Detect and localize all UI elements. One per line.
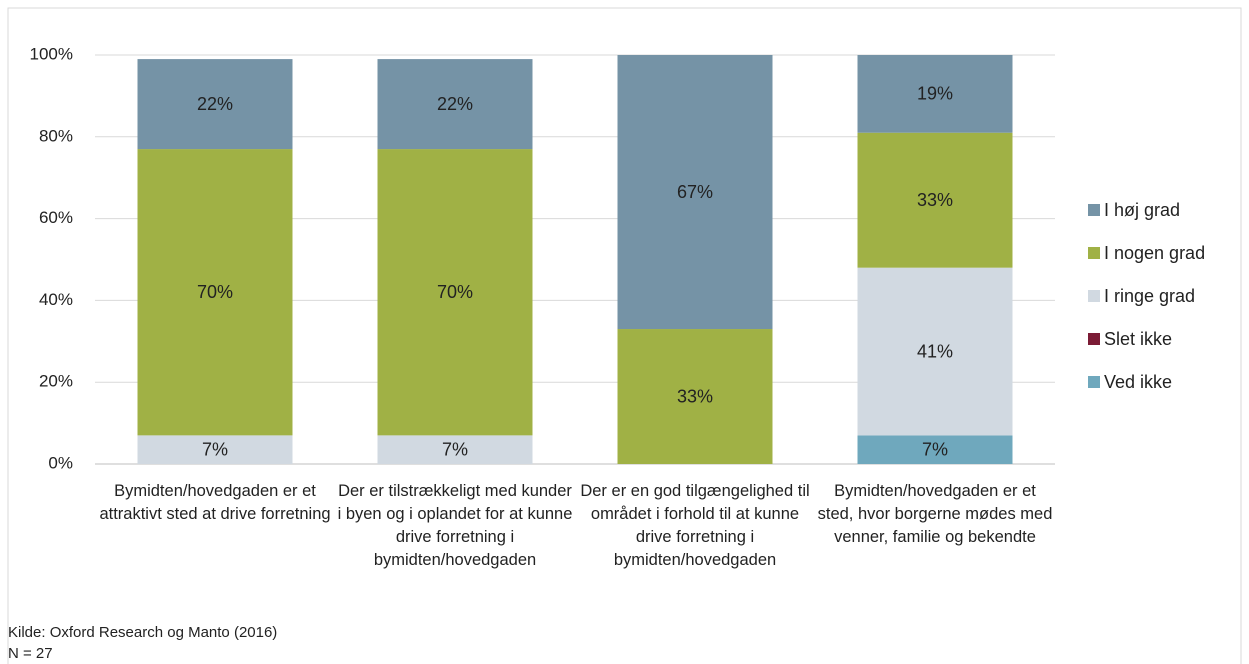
chart-frame xyxy=(7,7,1242,664)
legend-label: I nogen grad xyxy=(1104,243,1205,263)
legend-label: Ved ikke xyxy=(1104,372,1172,392)
legend-swatch xyxy=(1088,247,1100,259)
note: N = 27 xyxy=(8,645,53,662)
data-label: 7% xyxy=(442,439,468,459)
legend-label: Slet ikke xyxy=(1104,329,1172,349)
bar-segment xyxy=(617,329,773,464)
data-label: 33% xyxy=(917,190,953,210)
source: Kilde: Oxford Research og Manto (2016) xyxy=(8,624,278,641)
y-tick-label: 20% xyxy=(39,372,73,391)
data-label: 33% xyxy=(677,386,713,406)
x-tick-label: Der er tilstrækkeligt med kunder i byen … xyxy=(337,482,573,569)
y-tick-label: 100% xyxy=(30,44,73,63)
legend-swatch xyxy=(1088,204,1100,216)
bar-segment xyxy=(857,132,1013,268)
bar-segment xyxy=(377,149,533,436)
data-label: 67% xyxy=(677,182,713,202)
bar-segment xyxy=(377,59,533,150)
data-label: 70% xyxy=(437,282,473,302)
bar-segment xyxy=(377,435,533,464)
legend-label: I ringe grad xyxy=(1104,286,1195,306)
data-label: 19% xyxy=(917,84,953,104)
bar-segment xyxy=(137,59,293,150)
y-tick-label: 40% xyxy=(39,290,73,309)
bar-segment xyxy=(857,435,1013,464)
x-tick-label: Bymidten/hovedgaden er et attraktivt ste… xyxy=(99,482,331,523)
bar-segment xyxy=(137,149,293,436)
data-label: 22% xyxy=(197,94,233,114)
bar-segment xyxy=(137,435,293,464)
legend-swatch xyxy=(1088,333,1100,345)
x-tick-label: Bymidten/hovedgaden er et sted, hvor bor… xyxy=(817,482,1053,546)
bar-segment xyxy=(617,55,773,330)
y-tick-label: 80% xyxy=(39,126,73,145)
bar-segment xyxy=(857,55,1013,133)
legend-swatch xyxy=(1088,290,1100,302)
y-tick-label: 0% xyxy=(48,453,73,472)
data-label: 41% xyxy=(917,341,953,361)
legend-swatch xyxy=(1088,376,1100,388)
data-label: 22% xyxy=(437,94,473,114)
bar-segment xyxy=(857,267,1013,436)
data-label: 7% xyxy=(202,439,228,459)
legend-label: I høj grad xyxy=(1104,200,1180,220)
y-tick-label: 60% xyxy=(39,208,73,227)
data-label: 70% xyxy=(197,282,233,302)
x-tick-label: Der er en god tilgængelighed til området… xyxy=(580,482,810,569)
data-label: 7% xyxy=(922,439,948,459)
